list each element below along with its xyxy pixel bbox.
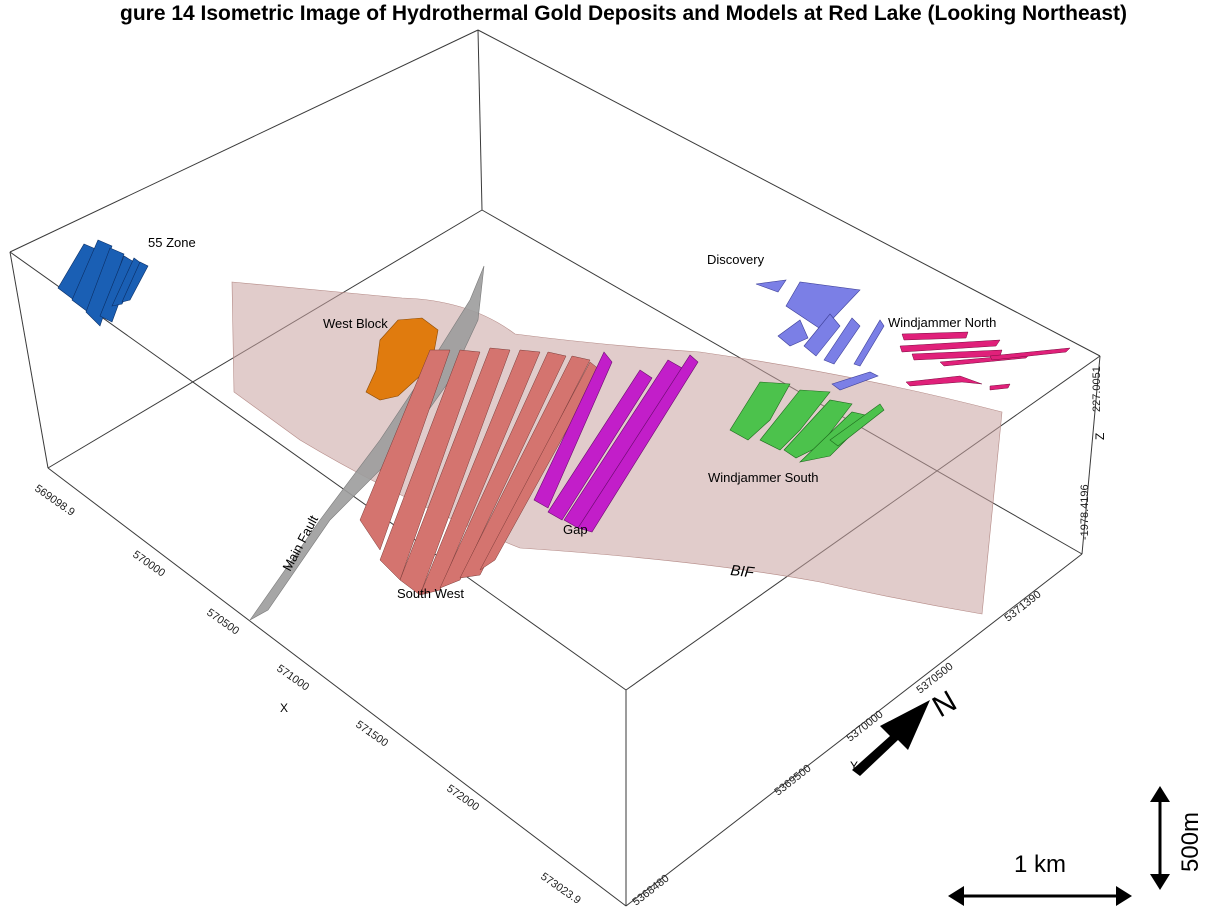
label-windjammer-north: Windjammer North — [888, 315, 996, 330]
gap-body — [533, 351, 699, 533]
scale-bar-vertical: 500m — [1150, 786, 1204, 890]
windjammer-south-body — [729, 381, 885, 463]
label-discovery: Discovery — [707, 252, 765, 267]
label-south-west: South West — [397, 586, 464, 601]
discovery-body — [755, 279, 885, 391]
x-tick-4: 571000 — [274, 663, 311, 694]
windjammer-north-body — [899, 331, 1071, 391]
south-west-body — [359, 347, 601, 596]
label-55-zone: 55 Zone — [148, 235, 196, 250]
x-tick-3: 570500 — [204, 607, 241, 638]
north-label: N — [927, 685, 962, 724]
zone-55-body — [57, 239, 149, 327]
scale-vertical-label: 500m — [1177, 812, 1204, 872]
label-windjammer-south: Windjammer South — [708, 470, 819, 485]
scale-horizontal-label: 1 km — [1014, 851, 1066, 878]
z-tick-2: 227.0051 — [1091, 366, 1103, 412]
y-tick-3: 5370000 — [844, 709, 885, 745]
z-axis-ticks: -1978.4196 227.0051 Z — [1079, 366, 1107, 540]
scale-bar-horizontal: 1 km — [948, 851, 1132, 906]
x-tick-2: 570000 — [130, 549, 167, 580]
z-tick-1: -1978.4196 — [1079, 484, 1091, 540]
label-gap: Gap — [563, 522, 588, 537]
y-axis-label: Y — [850, 759, 858, 773]
y-tick-5: 5371390 — [1002, 589, 1043, 625]
x-tick-6: 572000 — [444, 783, 481, 814]
z-axis-label: Z — [1093, 433, 1107, 440]
x-axis-label: X — [280, 701, 288, 715]
label-main-fault: Main Fault — [279, 512, 321, 573]
figure-title: gure 14 Isometric Image of Hydrothermal … — [120, 2, 1127, 25]
y-tick-2: 5369500 — [772, 763, 813, 799]
x-tick-7: 573023.9 — [538, 871, 582, 907]
bounding-box — [9, 29, 1101, 907]
x-tick-1: 569098.9 — [32, 483, 76, 519]
label-bif: BIF — [730, 562, 756, 581]
label-west-block: West Block — [323, 316, 388, 331]
north-arrow-icon — [852, 700, 930, 776]
y-axis-ticks: 5368480 5369500 5370000 5370500 5371390 … — [630, 589, 1043, 909]
y-tick-1: 5368480 — [630, 873, 671, 909]
